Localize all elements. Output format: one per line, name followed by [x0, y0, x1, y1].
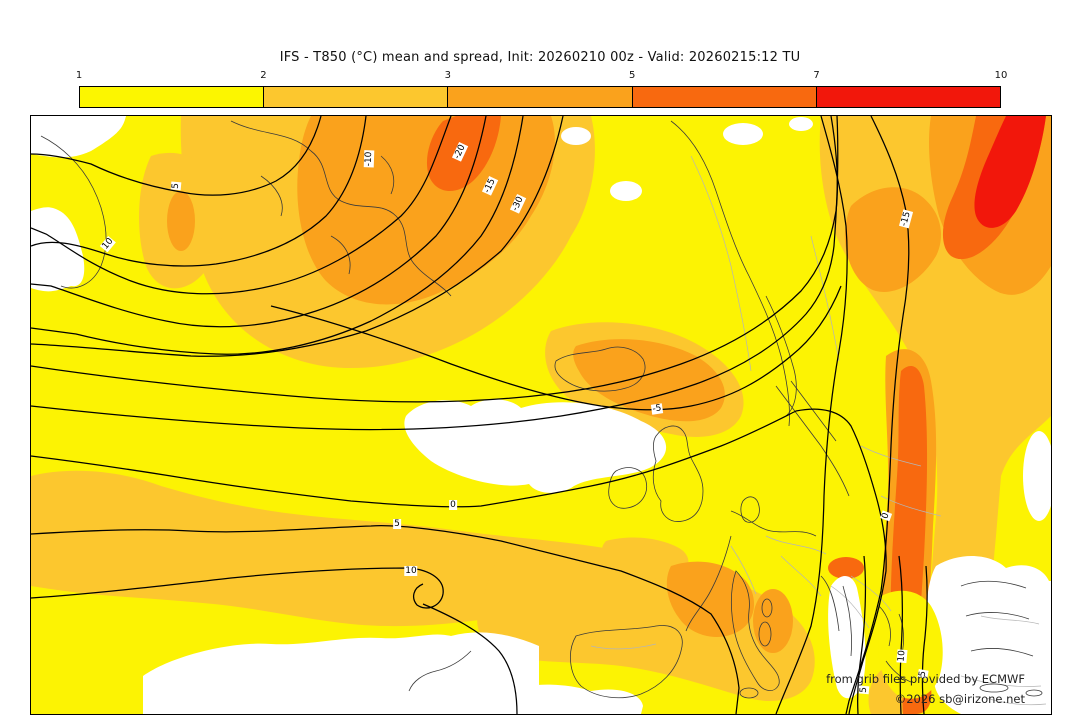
temperature-contours [31, 116, 928, 714]
contour-label: 5 [170, 181, 182, 191]
contour-label: 0 [449, 500, 457, 510]
contour-label: -10 [363, 150, 375, 168]
coastlines [40, 120, 1043, 699]
colorbar-tick: 3 [444, 70, 451, 81]
colorbar-tick: 5 [629, 70, 636, 81]
contour-label: -5 [650, 403, 664, 415]
contour-label: 5 [393, 519, 401, 529]
colorbar-segment [448, 87, 633, 107]
spread-colorbar [79, 86, 1001, 108]
chart-title: IFS - T850 (°C) mean and spread, Init: 2… [279, 50, 801, 65]
colorbar-ticks: 1 2 3 5 7 10 [75, 70, 1008, 84]
spread-fill-white [31, 116, 1051, 714]
forecast-map: 5 10 -10 -20 -15 -30 -15 -5 0 5 10 0 5 10 5 from grib … [30, 115, 1052, 715]
colorbar-segment [816, 87, 1001, 107]
colorbar-tick: 7 [813, 70, 820, 81]
colorbar-segment [632, 87, 817, 107]
spread-fill-red [974, 116, 1046, 228]
attribution-source: from grib files provided by ECMWF [826, 672, 1025, 686]
colorbar-tick: 1 [75, 70, 83, 81]
contour-label: 10 [404, 566, 418, 576]
contour-label: 5 [858, 685, 870, 695]
colorbar-segment [264, 87, 449, 107]
colorbar-segment [80, 87, 265, 107]
contour-label: 10 [896, 648, 908, 664]
colorbar-tick: 10 [994, 70, 1008, 81]
colorbar-tick: 2 [260, 70, 267, 81]
map-canvas [31, 116, 1051, 714]
country-borders [590, 155, 1047, 706]
attribution-copyright: ©2026 sb@irizone.net [894, 692, 1025, 706]
